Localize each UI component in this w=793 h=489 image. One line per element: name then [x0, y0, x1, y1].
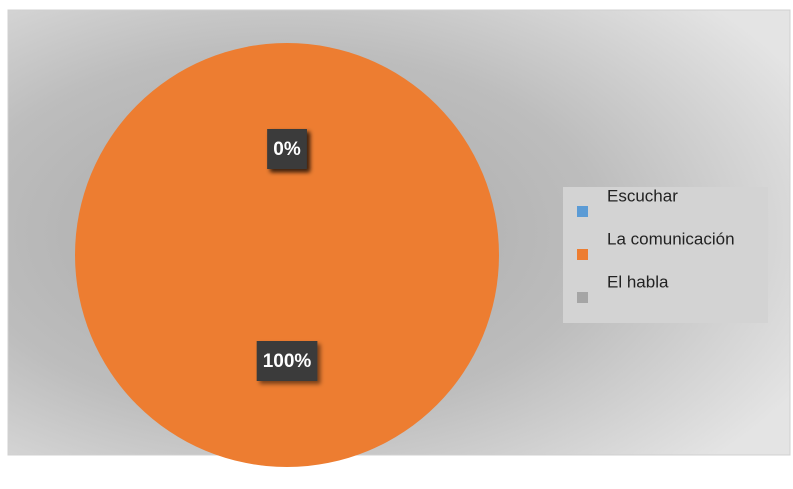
- data-label: 0%: [267, 129, 307, 169]
- legend-label: El habla: [607, 272, 669, 291]
- data-label-text: 100%: [263, 351, 312, 372]
- legend-swatch: [577, 249, 588, 260]
- legend-box: [563, 187, 768, 323]
- pie: [75, 43, 499, 467]
- data-label-box: [256, 341, 318, 381]
- legend-swatch: [577, 206, 588, 217]
- legend-label: Escuchar: [607, 186, 678, 205]
- data-label-text: 0%: [273, 139, 301, 160]
- data-label: 100%: [256, 341, 318, 381]
- data-labels: 0%100%0%: [256, 129, 318, 381]
- legend: Escuchar La comunicación El habla: [577, 186, 735, 303]
- legend-swatch: [577, 292, 588, 303]
- data-label-box: [267, 129, 307, 169]
- pie-slice: [75, 43, 499, 467]
- legend-label: La comunicación: [607, 229, 735, 248]
